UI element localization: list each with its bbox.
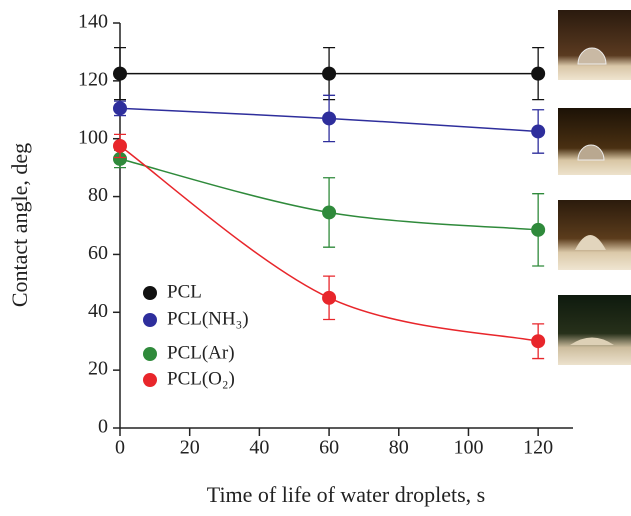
data-point [113,66,127,81]
legend-label: PCL(Ar) [167,342,235,363]
data-point [113,138,127,153]
y-tick-label: 20 [88,358,108,380]
data-point [113,151,127,166]
y-tick-label: 80 [88,184,108,206]
legend-marker [143,313,157,327]
x-tick-label: 80 [389,437,409,459]
data-point [531,334,546,349]
data-point [531,124,546,139]
y-tick-label: 120 [78,68,108,90]
legend-label: PCL [167,281,202,302]
data-point [113,101,127,116]
x-tick-label: 20 [180,437,200,459]
legend-label: PCL(NH₃) [167,308,249,329]
y-tick-label: 100 [78,126,108,148]
data-point [322,111,337,126]
data-point [322,66,337,81]
data-point [531,222,546,237]
legend-marker [143,286,157,300]
y-tick-label: 140 [78,11,108,33]
droplet-photos [558,10,631,365]
y-tick-label: 60 [88,242,108,264]
legend-label: PCL(O₂) [167,368,235,389]
y-tick-label: 40 [88,300,108,322]
x-tick-label: 40 [249,437,269,459]
x-tick-label: 100 [453,437,483,459]
data-point [531,66,546,81]
x-axis-title: Time of life of water droplets, s [207,482,485,507]
data-point [322,290,337,305]
legend-marker [143,347,157,361]
x-tick-label: 120 [523,437,553,459]
x-tick-label: 0 [115,437,125,459]
y-axis-title: Contact angle, deg [7,143,32,307]
data-point [322,205,337,220]
x-tick-label: 60 [319,437,339,459]
legend-marker [143,373,157,387]
y-tick-label: 0 [98,416,108,438]
